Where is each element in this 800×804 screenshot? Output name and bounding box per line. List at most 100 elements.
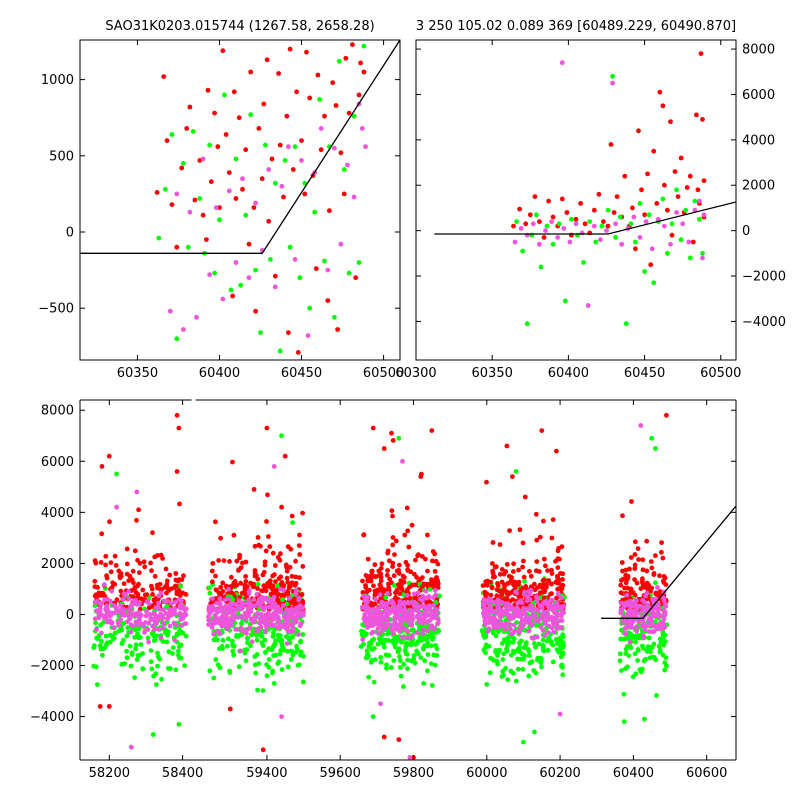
data-point-red <box>378 565 384 571</box>
data-point-violet <box>268 622 273 628</box>
data-point-violet <box>318 125 324 131</box>
data-point-violet <box>482 622 488 627</box>
data-point-green <box>385 653 390 658</box>
data-point-green <box>632 651 638 657</box>
data-point-green <box>511 650 517 655</box>
data-point-violet <box>156 593 162 599</box>
data-point-red <box>406 544 412 550</box>
data-point-violet <box>183 621 189 626</box>
data-point-red <box>92 578 98 584</box>
data-point-green <box>155 663 160 669</box>
data-point-green <box>495 661 500 667</box>
data-point-red <box>297 532 302 538</box>
data-point-green <box>176 721 182 727</box>
data-point-green <box>653 446 658 451</box>
data-point-red <box>635 546 641 551</box>
data-point-green <box>243 212 249 218</box>
data-point-red <box>276 592 281 597</box>
data-point-green <box>361 43 367 49</box>
data-point-green <box>420 645 426 651</box>
data-point-red <box>497 542 503 547</box>
data-point-green <box>526 673 532 679</box>
data-point-violet <box>657 613 662 618</box>
data-point-red <box>634 580 640 586</box>
data-point-violet <box>128 629 134 635</box>
data-point-red <box>628 590 633 596</box>
data-point-green <box>605 207 611 213</box>
data-point-green <box>150 732 156 737</box>
data-point-violet <box>402 606 408 612</box>
data-point-violet <box>549 219 554 225</box>
data-point-violet <box>662 610 668 616</box>
data-point-red <box>227 706 233 712</box>
data-point-violet <box>530 606 536 612</box>
data-point-green <box>532 729 537 735</box>
data-point-red <box>266 534 271 539</box>
data-point-violet <box>543 228 548 234</box>
data-point-red <box>215 144 221 150</box>
data-point-green <box>91 663 97 669</box>
data-point-green <box>481 632 486 638</box>
data-point-violet <box>111 625 117 631</box>
data-point-violet <box>114 607 119 613</box>
data-point-red <box>663 582 669 587</box>
data-point-green <box>132 634 138 640</box>
data-point-red <box>292 596 297 602</box>
x-tick-label: 58400 <box>162 766 203 781</box>
data-point-red <box>516 582 521 587</box>
data-point-violet <box>393 626 399 632</box>
data-point-green <box>173 667 179 673</box>
data-point-violet <box>144 609 149 614</box>
data-point-violet <box>279 183 285 189</box>
data-point-red <box>134 517 139 523</box>
data-point-green <box>544 638 550 644</box>
data-point-violet <box>227 616 233 622</box>
data-point-red <box>512 579 518 585</box>
data-point-red <box>632 566 638 571</box>
data-point-green <box>165 632 171 638</box>
data-point-red <box>425 568 430 574</box>
data-point-red <box>394 568 400 574</box>
data-point-violet <box>434 611 440 616</box>
data-point-green <box>404 640 410 646</box>
data-point-red <box>293 558 298 564</box>
data-point-green <box>538 657 544 663</box>
data-point-violet <box>246 597 251 603</box>
data-point-green <box>322 258 327 264</box>
data-point-violet <box>99 600 104 606</box>
data-point-green <box>483 645 488 650</box>
data-point-violet <box>507 622 513 628</box>
data-point-green <box>270 634 276 639</box>
data-point-green <box>160 639 166 644</box>
data-point-green <box>558 645 564 651</box>
data-point-violet <box>160 607 166 613</box>
data-point-red <box>432 569 438 574</box>
data-point-green <box>538 264 544 270</box>
data-point-violet <box>158 611 164 617</box>
data-point-red <box>507 528 512 533</box>
data-point-violet <box>483 598 489 604</box>
data-point-red <box>361 69 367 75</box>
data-point-green <box>391 658 397 663</box>
data-point-violet <box>136 609 142 615</box>
data-point-violet <box>426 618 432 624</box>
data-point-green <box>162 186 168 192</box>
data-point-violet <box>638 423 644 428</box>
data-point-violet <box>351 194 357 200</box>
data-point-green <box>557 635 563 641</box>
data-point-red <box>237 594 243 600</box>
data-point-red <box>262 559 268 565</box>
data-point-red <box>389 430 394 436</box>
data-point-violet <box>212 612 218 618</box>
data-point-violet <box>701 212 707 218</box>
data-point-red <box>227 559 232 564</box>
data-point-green <box>134 657 140 662</box>
data-point-violet <box>559 605 565 611</box>
data-point-red <box>559 586 565 592</box>
data-point-red <box>494 587 500 593</box>
data-point-green <box>411 653 417 658</box>
data-point-green <box>533 644 538 650</box>
data-point-violet <box>655 585 660 590</box>
data-point-green <box>610 73 615 79</box>
data-point-violet <box>517 626 522 632</box>
